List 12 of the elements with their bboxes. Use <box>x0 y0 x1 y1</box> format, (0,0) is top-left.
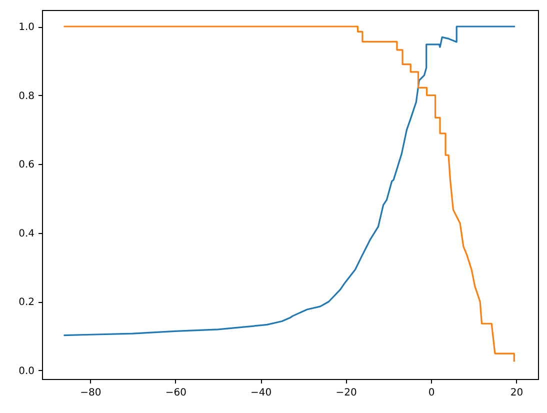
x-tick-label: −20 <box>336 388 357 398</box>
x-tick-label: −40 <box>250 388 272 398</box>
y-tick-label: 1.0 <box>18 22 34 34</box>
x-tick-label: 0 <box>428 388 435 398</box>
y-tick-label: 0.6 <box>18 160 34 171</box>
y-tick-label: 0.8 <box>18 90 34 102</box>
y-tick-label: 0.2 <box>18 297 34 308</box>
y-tick-label: 0.0 <box>18 366 34 377</box>
x-tick-label: −80 <box>80 388 102 398</box>
x-tick-label: −60 <box>165 388 186 398</box>
x-tick-label: 20 <box>510 388 524 398</box>
y-tick-label: 0.4 <box>18 228 34 240</box>
